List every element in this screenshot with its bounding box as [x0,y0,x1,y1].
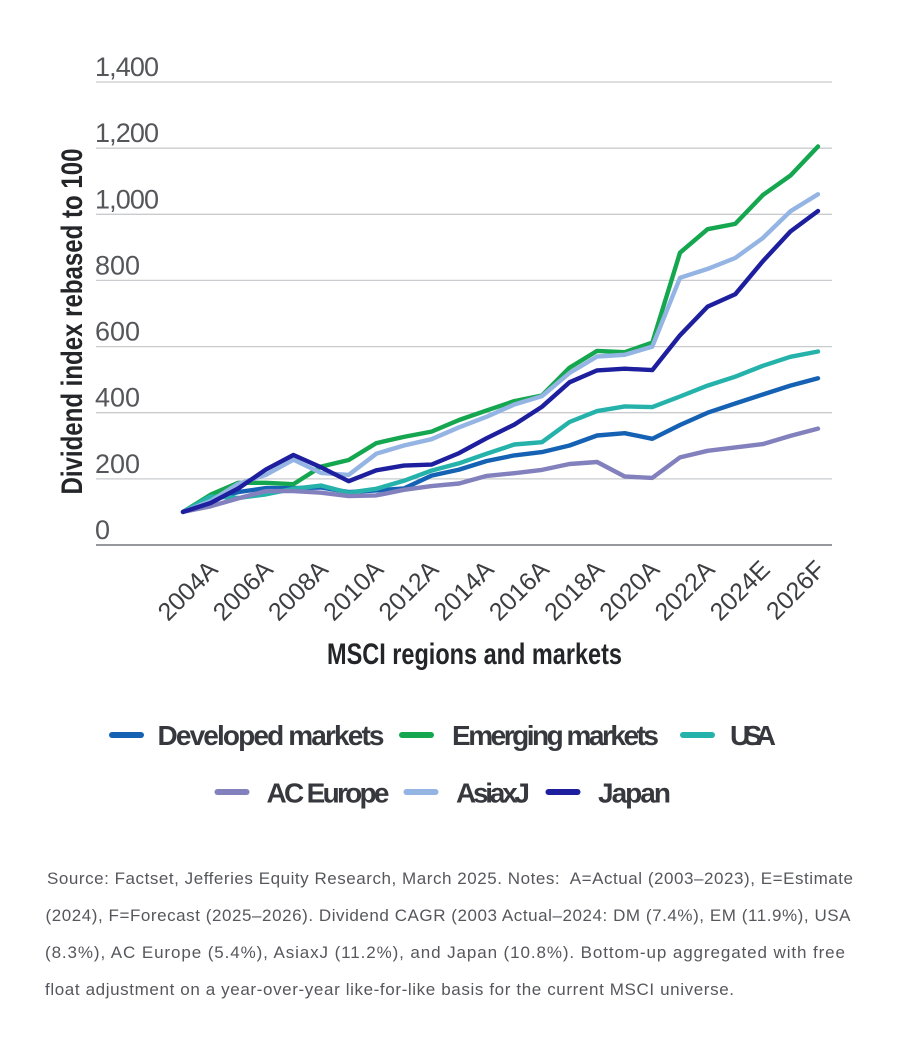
svg-text:Dividend index rebased to 100: Dividend index rebased to 100 [56,149,89,495]
svg-text:2016A: 2016A [484,555,555,626]
svg-text:2024E: 2024E [705,555,776,626]
svg-text:USA: USA [730,720,776,751]
svg-text:(2024), F=Forecast (2025–2026): (2024), F=Forecast (2025–2026). Dividend… [46,906,852,925]
svg-text:1,000: 1,000 [95,184,159,214]
svg-text:Developed markets: Developed markets [158,720,385,751]
svg-text:2008A: 2008A [263,555,334,626]
svg-text:MSCI regions and markets: MSCI regions and markets [327,638,622,671]
svg-text:2026F: 2026F [761,555,831,625]
svg-text:float adjustment on a year-ove: float adjustment on a year-over-year lik… [45,980,734,999]
svg-text:1,400: 1,400 [95,52,159,82]
svg-text:1,200: 1,200 [95,118,159,148]
svg-text:AsiaxJ: AsiaxJ [456,777,530,808]
svg-text:Source: Factset, Jefferies Equ: Source: Factset, Jefferies Equity Resear… [47,869,853,888]
svg-text:Japan: Japan [598,777,671,808]
svg-text:2004A: 2004A [153,555,224,626]
svg-text:2010A: 2010A [318,555,389,626]
svg-text:2012A: 2012A [373,555,444,626]
svg-text:2014A: 2014A [429,555,500,626]
svg-text:AC Europe: AC Europe [267,777,390,808]
svg-text:0: 0 [95,515,110,545]
svg-text:200: 200 [95,449,140,479]
svg-text:600: 600 [95,317,140,347]
svg-text:2006A: 2006A [208,555,279,626]
svg-text:2022A: 2022A [650,555,721,626]
svg-text:800: 800 [95,250,140,280]
svg-text:400: 400 [95,383,140,413]
svg-text:Emerging markets: Emerging markets [452,720,659,751]
svg-text:2018A: 2018A [539,555,610,626]
svg-text:(8.3%), AC Europe (5.4%), Asia: (8.3%), AC Europe (5.4%), AsiaxJ (11.2%)… [45,943,845,962]
svg-text:2020A: 2020A [594,555,665,626]
